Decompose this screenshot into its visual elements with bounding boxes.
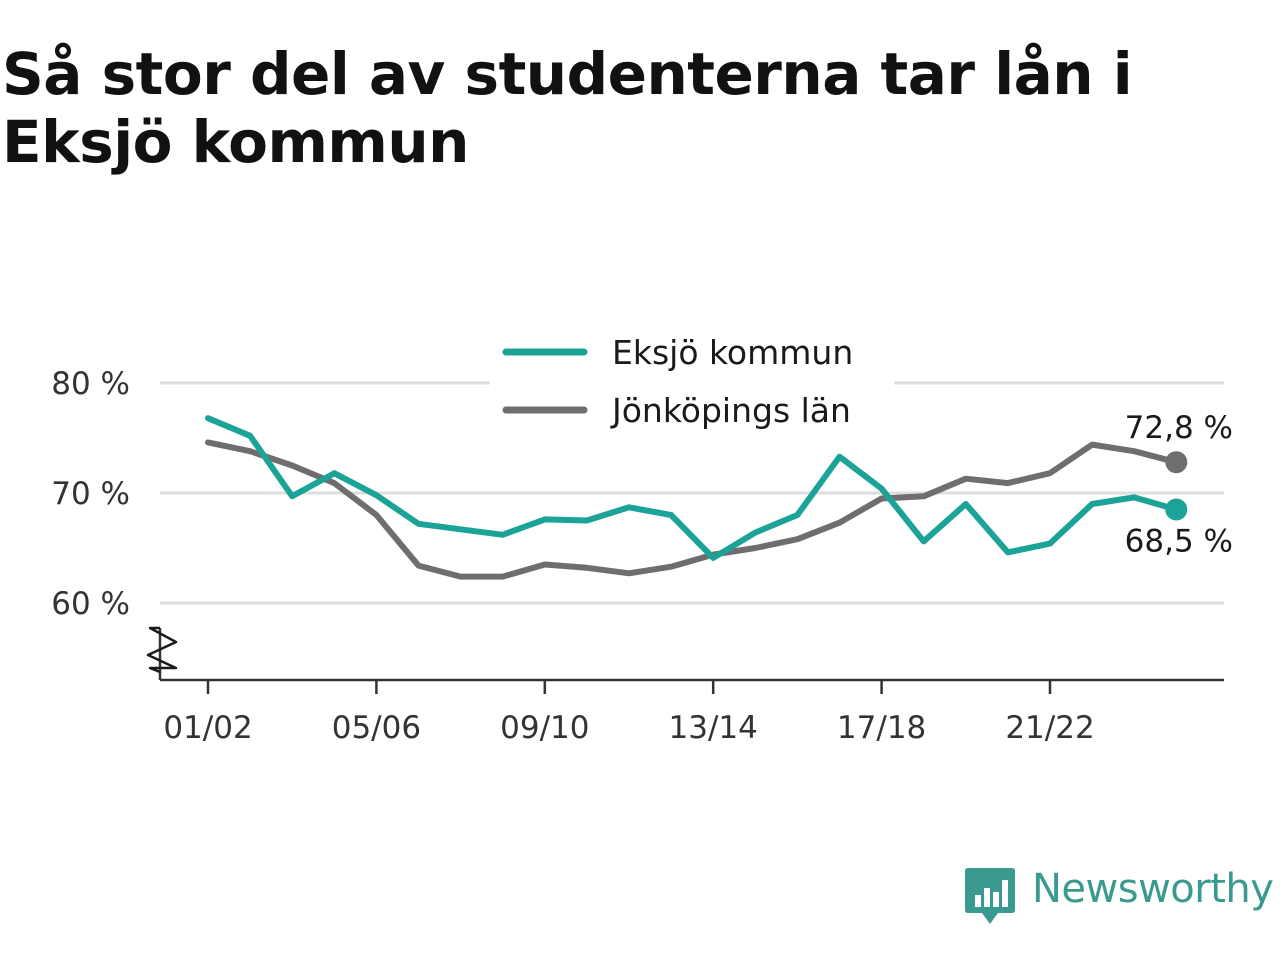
x-tick-label: 17/18 [837,710,926,746]
newsworthy-logo-icon [965,868,1015,924]
y-axis-break-icon [146,626,178,674]
series-line-eksjo [205,415,1180,561]
y-tick-label: 80 % [51,366,130,402]
chart-title: Så stor del av studenterna tar lån i Eks… [2,40,1133,176]
axes [146,626,1224,682]
x-tick-label: 09/10 [500,710,589,746]
y-tick-label: 60 % [51,586,130,622]
legend-background [490,322,894,442]
y-tick-label: 70 % [51,476,130,512]
legend: Eksjö kommun Jönköpings län [490,322,894,442]
y-tick-labels: 60 % 70 % 80 % [51,366,130,622]
end-value-label: 72,8 % [1125,410,1233,446]
series-lines [205,415,1180,580]
legend-label: Jönköpings län [610,391,851,430]
end-marker [1165,498,1188,521]
brand-name: Newsworthy [1032,866,1274,912]
end-marker [1165,451,1188,474]
legend-label: Eksjö kommun [612,333,853,372]
newsworthy-logo: Newsworthy [964,864,1276,928]
end-value-label: 68,5 % [1125,524,1233,560]
x-tick-label: 13/14 [669,710,758,746]
x-tick-label: 01/02 [163,710,252,746]
x-tick-label: 05/06 [332,710,421,746]
series-line-jonkoping [205,439,1180,580]
x-tick-label: 21/22 [1005,710,1094,746]
end-markers: 68,5 % 72,8 % [1125,410,1233,559]
x-ticks: 01/02 05/06 09/10 13/14 17/18 21/22 [163,680,1095,746]
